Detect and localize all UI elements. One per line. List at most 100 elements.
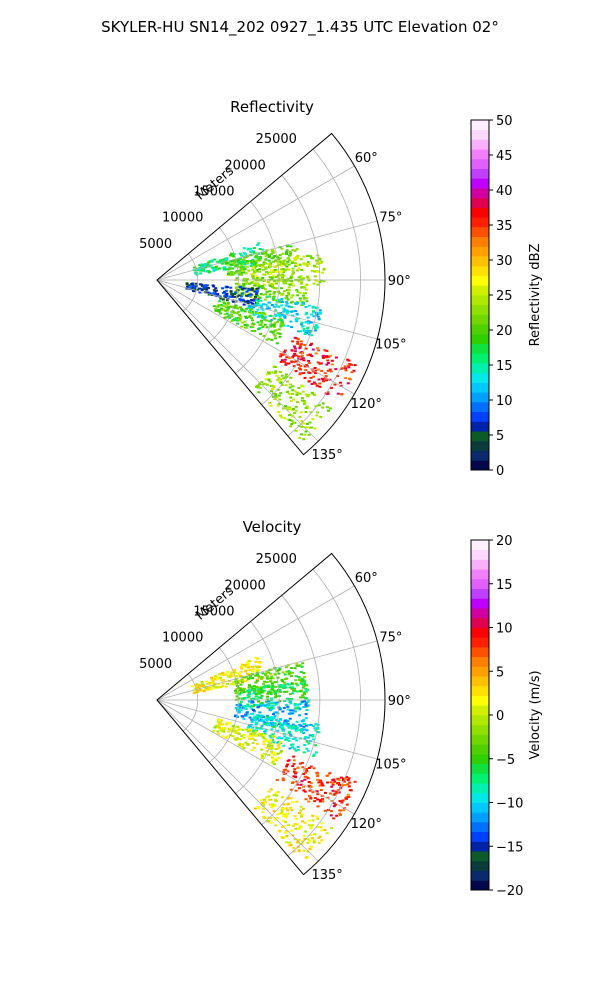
echo-cell	[283, 690, 287, 693]
echo-cell	[243, 713, 247, 716]
echo-cell	[233, 668, 236, 671]
echo-cell	[270, 691, 274, 694]
echo-cell	[283, 682, 287, 685]
echo-cell	[269, 325, 273, 328]
echo-cell	[242, 747, 246, 750]
echo-cell	[245, 713, 249, 716]
echo-cell	[316, 315, 320, 318]
echo-cell	[304, 393, 308, 396]
echo-cell	[339, 809, 343, 812]
echo-cell	[340, 801, 344, 804]
echo-cell	[300, 397, 304, 400]
echo-cell	[282, 773, 286, 776]
echo-cell	[284, 373, 288, 376]
echo-cell	[254, 730, 258, 733]
echo-cell	[284, 814, 288, 817]
echo-cell	[302, 691, 306, 694]
echo-cell	[259, 332, 263, 335]
echo-cell	[194, 269, 198, 272]
echo-cell	[274, 287, 278, 290]
echo-cell	[281, 276, 284, 279]
echo-cell	[264, 672, 268, 675]
echo-cell	[289, 788, 293, 791]
echo-cell	[241, 298, 245, 301]
echo-cell	[254, 695, 258, 698]
echo-cell	[258, 719, 262, 722]
echo-cell	[196, 689, 200, 692]
echo-cell	[244, 714, 248, 717]
echo-cell	[347, 785, 351, 788]
echo-cell	[276, 791, 280, 793]
echo-cell	[312, 767, 316, 770]
echo-cell	[218, 295, 222, 298]
echo-cell	[226, 306, 230, 309]
echo-cell	[303, 790, 307, 793]
echo-cell	[305, 747, 309, 750]
echo-cell	[263, 323, 267, 326]
echo-cell	[307, 320, 311, 323]
echo-cell	[296, 840, 300, 843]
echo-cell	[264, 288, 268, 291]
echo-cell	[306, 395, 310, 398]
echo-cell	[293, 727, 297, 730]
echo-cell	[292, 365, 296, 368]
echo-cell	[270, 716, 274, 719]
echo-cell	[193, 691, 197, 694]
echo-cell	[224, 685, 228, 688]
echo-cell	[280, 374, 284, 377]
echo-cell	[314, 723, 318, 726]
colorbar-segment	[471, 197, 489, 208]
angle-tick-label: 60°	[355, 151, 378, 166]
echo-cell	[329, 386, 333, 389]
echo-cell	[257, 242, 261, 245]
echo-cell	[304, 411, 308, 413]
echo-cell	[270, 675, 274, 678]
colorbar-segment	[471, 236, 489, 247]
echo-cell	[277, 743, 281, 746]
echo-cell	[222, 730, 226, 733]
echo-cell	[294, 370, 298, 373]
echo-cell	[296, 257, 300, 260]
echo-cell	[312, 754, 316, 757]
echo-cell	[271, 285, 274, 288]
echo-cell	[270, 319, 274, 322]
echo-cell	[238, 285, 242, 288]
echo-cell	[257, 304, 261, 307]
echo-cell	[285, 253, 289, 255]
echo-cell	[242, 303, 246, 306]
echo-cell	[293, 350, 297, 353]
echo-cell	[311, 418, 315, 421]
colorbar-segment	[471, 411, 489, 422]
echo-cell	[345, 776, 349, 779]
echo-cell	[292, 775, 296, 778]
echo-cell	[243, 256, 247, 259]
echo-cell	[332, 817, 336, 820]
echo-cell	[245, 307, 248, 310]
echo-cell	[289, 806, 293, 809]
echo-cell	[306, 736, 310, 739]
echo-cell	[185, 283, 189, 286]
echo-cell	[310, 824, 314, 827]
echo-cell	[298, 351, 302, 354]
echo-cell	[233, 263, 237, 266]
echo-cell	[304, 263, 308, 266]
colorbar-segment	[471, 372, 489, 383]
echo-cell	[196, 288, 200, 291]
echo-cell	[247, 689, 251, 692]
echo-cell	[261, 293, 265, 296]
echo-cell	[257, 688, 261, 691]
echo-cell	[278, 318, 282, 321]
echo-cell	[276, 741, 280, 744]
echo-cell	[291, 392, 295, 395]
echo-cell	[277, 403, 281, 405]
echo-cell	[282, 681, 286, 684]
echo-cell	[227, 271, 231, 274]
echo-cell	[263, 721, 267, 724]
echo-cell	[210, 681, 214, 684]
echo-cell	[313, 327, 317, 330]
echo-cell	[240, 269, 244, 272]
echo-cell	[294, 310, 298, 313]
echo-cell	[289, 844, 293, 846]
echo-cell	[256, 806, 260, 809]
echo-cell	[299, 364, 303, 367]
